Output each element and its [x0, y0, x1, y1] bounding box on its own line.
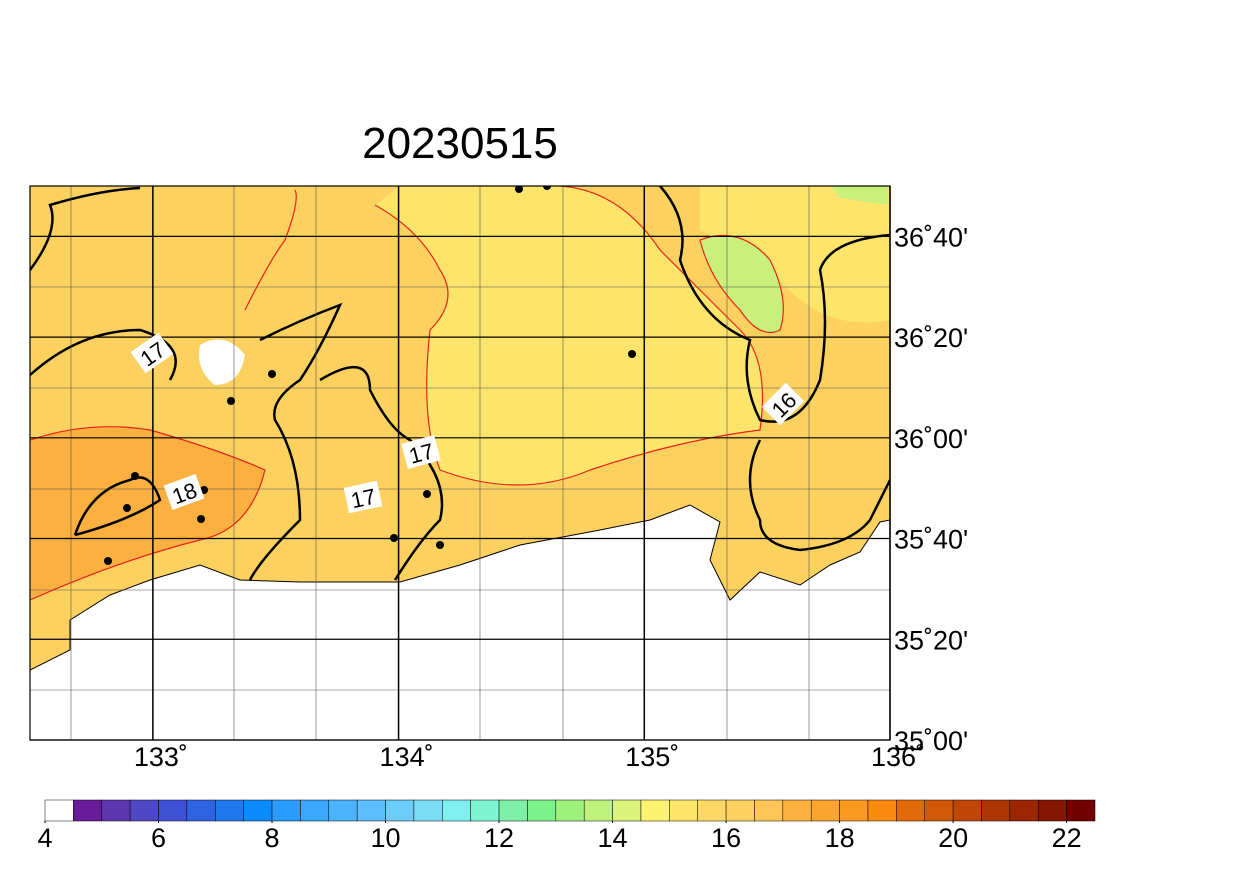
colorbar-box	[782, 799, 812, 822]
colorbar-box	[186, 799, 216, 822]
colorbar-box	[158, 799, 188, 822]
colorbar-tick-label: 8	[265, 823, 280, 853]
colorbar-tick-label: 4	[37, 823, 52, 853]
colorbar-box	[981, 799, 1011, 822]
island	[199, 339, 245, 385]
colorbar-box	[640, 799, 670, 822]
lon-tick-label: 135˚	[625, 742, 679, 772]
cool-region	[700, 186, 890, 323]
colorbar-box	[1066, 799, 1096, 822]
lat-tick-label: 36˚20'	[894, 323, 968, 353]
colorbar-box	[101, 799, 131, 822]
cold-patch	[700, 235, 784, 333]
colorbar-box	[1009, 799, 1039, 822]
colorbar-box	[215, 799, 244, 822]
colorbar-box	[583, 799, 613, 822]
lat-tick-label: 35˚40'	[894, 525, 968, 555]
contour-label-box	[130, 332, 174, 374]
colorbar-box	[356, 799, 386, 822]
lat-tick-label: 35˚20'	[894, 625, 968, 655]
contour-label-box	[343, 480, 383, 514]
colorbar-box	[73, 799, 103, 822]
colorbar-box	[867, 799, 897, 822]
colorbar-box	[271, 799, 301, 822]
colorbar-box	[810, 799, 840, 822]
contour-label: 17	[343, 480, 383, 514]
colorbar-box	[442, 799, 471, 822]
colorbar-tick-label: 10	[371, 823, 401, 853]
map-area	[30, 186, 890, 740]
cool-region	[375, 186, 763, 485]
colorbar-box	[725, 799, 755, 822]
map-title: 20230515	[362, 119, 558, 168]
colorbar-box	[470, 799, 500, 822]
lat-tick-label: 35˚00'	[894, 726, 968, 756]
contour-label: 16	[761, 382, 805, 426]
colorbar-tick-label: 12	[484, 823, 514, 853]
contour-label-box	[163, 473, 205, 511]
colorbar-box	[385, 799, 415, 822]
colorbar-box	[498, 799, 528, 822]
lat-tick-label: 36˚00'	[894, 424, 968, 454]
colorbar-box	[669, 799, 698, 822]
colorbar-tick-label: 6	[151, 823, 166, 853]
colorbar-box	[697, 799, 727, 822]
lon-tick-label: 133˚	[134, 742, 188, 772]
stations	[104, 186, 636, 565]
contour-label-box	[401, 435, 441, 469]
contour-label-box	[761, 382, 805, 426]
minor-grid	[30, 186, 890, 740]
contour-label: 17	[401, 435, 441, 469]
colorbar-box	[129, 799, 159, 822]
colorbar-box	[527, 799, 557, 822]
colorbar-box	[924, 799, 954, 822]
colorbar-box	[952, 799, 982, 822]
colorbar-tick-label: 18	[825, 823, 855, 853]
colorbar-box	[612, 799, 642, 822]
colorbar-box	[754, 799, 784, 822]
colorbar-tick-label: 14	[598, 823, 628, 853]
lon-tick-label: 134˚	[380, 742, 434, 772]
colorbar-box	[243, 799, 273, 822]
colorbar-box	[413, 799, 443, 822]
colorbar-tick-label: 20	[938, 823, 968, 853]
lon-tick-label: 136˚	[871, 742, 925, 772]
colorbar-box	[555, 799, 585, 822]
cold-patch	[830, 186, 888, 205]
colorbar-box	[328, 799, 358, 822]
warm-region	[30, 426, 265, 600]
red-contours	[30, 186, 784, 601]
colorbar-tick-label: 16	[711, 823, 741, 853]
colorbar-box	[44, 799, 74, 822]
map-frame	[29, 185, 891, 741]
colorbar-box	[839, 799, 869, 822]
colorbar-box	[300, 799, 330, 822]
colorbar-box	[896, 799, 925, 822]
land	[30, 504, 890, 740]
lat-tick-label: 36˚40'	[894, 222, 968, 252]
colorbar-box	[1037, 799, 1067, 822]
contour-label-text: 17	[349, 484, 378, 514]
black-contours	[30, 186, 890, 581]
colorbar-tick-label: 22	[1052, 823, 1082, 853]
